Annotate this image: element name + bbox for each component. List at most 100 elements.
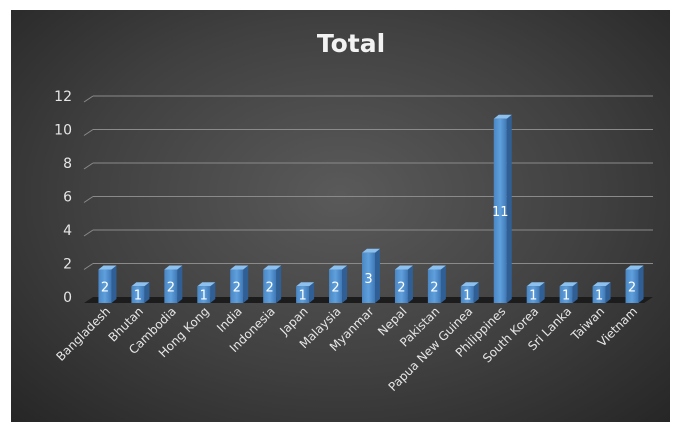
data-label: 2	[397, 280, 405, 295]
bar-side	[243, 265, 249, 303]
y-axis: 0 2 4 6 8 10 12	[54, 89, 72, 306]
gridline-diag	[83, 263, 94, 270]
bar-side	[144, 282, 150, 303]
y-tick-label: 2	[63, 257, 72, 273]
bar-side	[342, 265, 348, 303]
bar-front	[526, 286, 540, 303]
bar-side	[638, 265, 644, 303]
bar	[427, 265, 446, 303]
bar-front	[394, 269, 408, 303]
bar-side	[473, 282, 479, 303]
bar-side	[440, 265, 446, 303]
bar	[394, 265, 413, 303]
bar	[493, 114, 512, 303]
bar	[362, 248, 380, 303]
bar-top	[493, 114, 512, 119]
data-label: 2	[233, 280, 241, 295]
bar	[460, 282, 479, 303]
bar-side	[572, 282, 578, 303]
gridlines	[83, 95, 653, 270]
bar-front	[493, 118, 507, 303]
gridline-diag	[83, 196, 94, 203]
bar	[625, 265, 644, 303]
bar	[131, 282, 150, 303]
bar-front	[263, 269, 277, 303]
bar-top	[263, 265, 282, 270]
data-label: 1	[298, 289, 306, 304]
gridline-diag	[83, 162, 94, 170]
bar	[559, 282, 578, 303]
chart-area	[11, 10, 670, 422]
bar-top	[592, 282, 611, 287]
bar-top	[197, 282, 216, 287]
bar-top	[362, 248, 380, 253]
data-label: 1	[200, 289, 208, 304]
bar	[329, 265, 348, 303]
data-label: 1	[529, 289, 537, 304]
data-label: 11	[492, 205, 509, 220]
bar-front	[329, 269, 343, 303]
bar-front	[296, 286, 310, 303]
data-label: 1	[134, 289, 142, 304]
data-label: 1	[595, 289, 603, 304]
bar-side	[605, 282, 611, 303]
bar-top	[625, 265, 644, 270]
bar-front	[625, 269, 639, 303]
bar-side	[309, 282, 315, 303]
bar-front	[230, 269, 244, 303]
bar-top	[526, 282, 545, 287]
bar-front	[362, 252, 375, 303]
bar	[98, 265, 117, 303]
bar-top	[394, 265, 413, 270]
bar-front	[427, 269, 441, 303]
bar-side	[506, 114, 512, 303]
bar-top	[230, 265, 249, 270]
data-label: 3	[364, 272, 372, 287]
bar-side	[375, 248, 380, 303]
data-label: 2	[101, 280, 109, 295]
y-tick-label: 4	[63, 223, 72, 239]
y-tick-label: 0	[63, 290, 72, 306]
bar-side	[210, 282, 216, 303]
bar-top	[427, 265, 446, 270]
bar-top	[329, 265, 348, 270]
bar	[164, 265, 183, 303]
bar-front	[460, 286, 474, 303]
chart-title: Total	[317, 29, 385, 58]
bar-side	[539, 282, 545, 303]
x-tick-label: India	[214, 304, 245, 335]
gridline-diag	[83, 129, 94, 136]
bar-front	[164, 269, 178, 303]
y-tick-label: 8	[63, 156, 72, 172]
bar	[197, 282, 216, 303]
bar-front	[559, 286, 573, 303]
bar-side	[177, 265, 183, 303]
y-tick-label: 6	[63, 190, 72, 206]
bar-front	[197, 286, 211, 303]
data-label: 2	[167, 280, 175, 295]
bar-top	[98, 265, 117, 270]
gridline-diag	[83, 229, 94, 237]
bar-top	[460, 282, 479, 287]
bar	[230, 265, 249, 303]
y-tick-label: 10	[54, 123, 72, 139]
bar-top	[296, 282, 315, 287]
gridline-diag	[83, 95, 94, 103]
bar	[263, 265, 282, 303]
bar-side	[407, 265, 413, 303]
bar-top	[164, 265, 183, 270]
x-tick-label: Bangladesh	[53, 304, 113, 364]
bar-front	[131, 286, 145, 303]
bar-front	[98, 269, 112, 303]
bar	[296, 282, 315, 303]
bar-front	[592, 286, 606, 303]
bars	[98, 114, 644, 303]
data-label: 1	[463, 289, 471, 304]
data-label: 1	[562, 289, 570, 304]
data-label: 2	[430, 280, 438, 295]
bar-top	[559, 282, 578, 287]
bar-top	[131, 282, 150, 287]
